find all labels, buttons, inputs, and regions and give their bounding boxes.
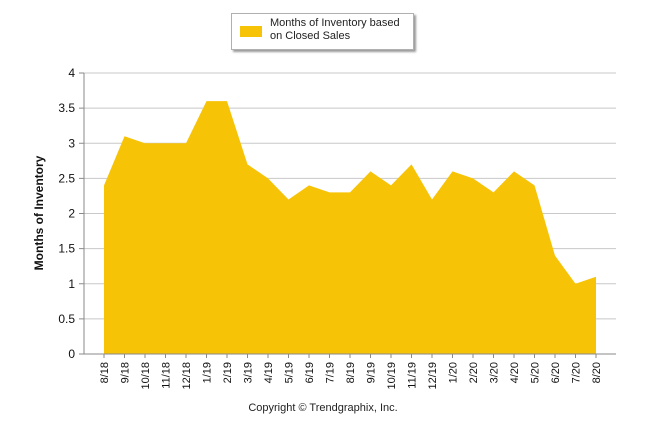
y-tick-label: 2.5: [58, 171, 75, 185]
y-tick-label: 3: [68, 136, 75, 150]
x-tick-label: 9/19: [366, 362, 378, 383]
x-tick-label: 11/19: [407, 362, 419, 389]
x-tick-label: 8/20: [591, 362, 603, 383]
x-tick-label: 6/20: [550, 362, 562, 383]
series-area: [104, 101, 596, 354]
x-tick-label: 7/20: [571, 362, 583, 383]
x-tick-label: 4/20: [509, 362, 521, 383]
x-tick-label: 1/19: [202, 362, 214, 383]
legend-swatch: [240, 26, 262, 37]
x-tick-label: 5/19: [284, 362, 296, 383]
y-tick-label: 4: [68, 66, 75, 80]
y-tick-label: 3.5: [58, 101, 75, 115]
y-tick-label: 2: [68, 207, 75, 221]
legend: Months of Inventory based on Closed Sale…: [231, 13, 414, 50]
x-tick-label: 4/19: [263, 362, 275, 383]
x-tick-label: 8/18: [99, 362, 111, 383]
x-tick-label: 10/18: [140, 362, 152, 390]
x-tick-label: 3/20: [489, 362, 501, 383]
y-tick-label: 0.5: [58, 312, 75, 326]
x-tick-label: 2/19: [222, 362, 234, 383]
x-tick-label: 10/19: [386, 362, 398, 390]
x-tick-label: 11/18: [161, 362, 173, 389]
x-tick-label: 2/20: [468, 362, 480, 383]
x-tick-label: 7/19: [325, 362, 337, 383]
x-tick-label: 3/19: [243, 362, 255, 383]
legend-label: Months of Inventory based on Closed Sale…: [270, 17, 400, 42]
y-tick-label: 1: [68, 277, 75, 291]
x-tick-label: 1/20: [448, 362, 460, 383]
x-tick-label: 6/19: [304, 362, 316, 383]
y-tick-label: 0: [68, 347, 75, 361]
y-tick-label: 1.5: [58, 242, 75, 256]
series-area-fill: [104, 101, 596, 354]
x-tick-label: 9/18: [120, 362, 132, 383]
copyright-footer: Copyright © Trendgraphix, Inc.: [248, 402, 398, 414]
x-tick-label: 5/20: [530, 362, 542, 383]
y-tick-labels: 0 0.5 1 1.5 2 2.5 3 3.5 4: [58, 66, 84, 361]
x-tick-label: 8/19: [345, 362, 357, 383]
x-tick-labels: 8/18 9/18 10/18 11/18 12/18 1/19 2/19 3/19 4/19 5…: [99, 354, 603, 390]
x-tick-label: 12/19: [427, 362, 439, 390]
x-tick-label: 12/18: [181, 362, 193, 390]
y-axis-label: Months of Inventory: [32, 155, 46, 270]
